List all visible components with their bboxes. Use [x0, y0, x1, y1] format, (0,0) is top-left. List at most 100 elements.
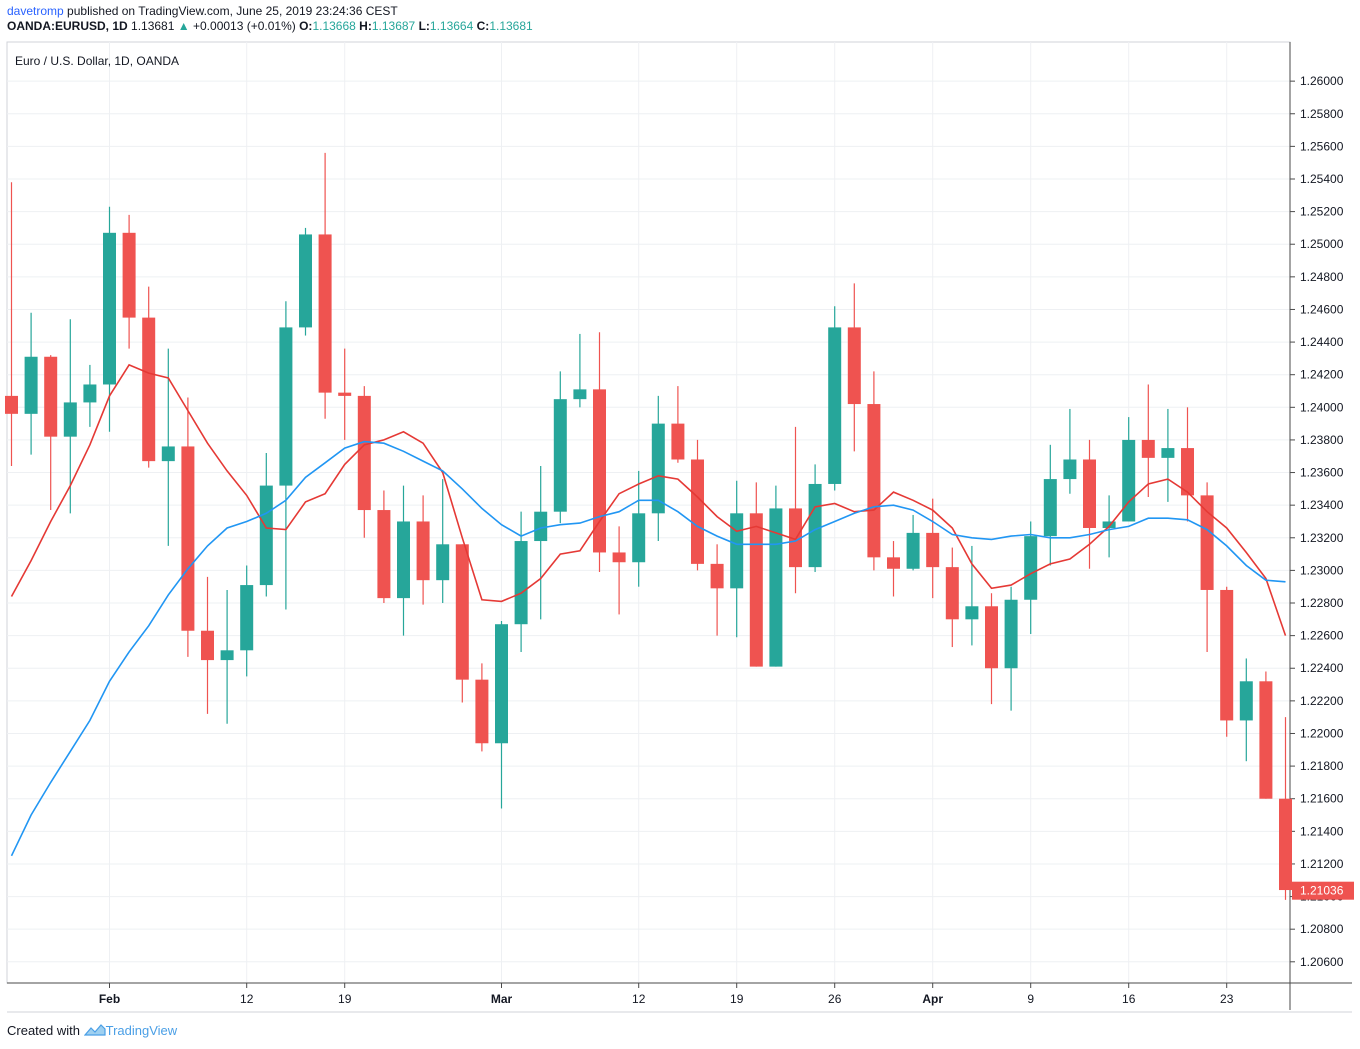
candle-up [63, 319, 77, 514]
symbol-label[interactable]: OANDA:EURUSD, 1D [7, 19, 128, 33]
created-with-text: Created with [7, 1023, 80, 1038]
candle-up [828, 306, 842, 491]
candle-body [377, 510, 391, 599]
candle-up [436, 479, 450, 604]
candle-down [926, 498, 940, 599]
candle-up [514, 511, 528, 652]
candle-down [1181, 407, 1194, 522]
candle-body [1004, 599, 1018, 669]
candle-body [240, 585, 254, 651]
high-value: 1.13687 [371, 19, 416, 33]
candle-up [1024, 521, 1038, 634]
y-tick-label: 1.22200 [1300, 694, 1344, 708]
candle-down [985, 593, 998, 705]
candle-body [181, 446, 195, 631]
y-tick-label: 1.23600 [1300, 466, 1344, 480]
y-tick-label: 1.24800 [1300, 270, 1344, 284]
candle-down [142, 286, 156, 468]
candle-up [730, 480, 744, 638]
candle-up [83, 364, 97, 427]
candle-body [749, 513, 763, 667]
y-tick-label: 1.25400 [1300, 172, 1344, 186]
candle-body [1279, 798, 1292, 891]
candle-down [945, 547, 959, 648]
last-price-tag [1292, 881, 1354, 900]
candle-down [887, 541, 900, 597]
candle-body [534, 511, 548, 542]
candle-up [1122, 417, 1136, 522]
candle-up [161, 348, 175, 546]
candle-body [279, 327, 293, 486]
y-tick-label: 1.24200 [1300, 368, 1344, 382]
x-tick-label: 26 [828, 992, 842, 1006]
candle-up [965, 545, 979, 646]
candle-body [299, 234, 312, 328]
candle-body [1043, 479, 1057, 537]
candle-up [534, 466, 548, 620]
candle-up [808, 464, 822, 573]
y-tick-label: 1.23400 [1300, 498, 1344, 512]
candle-up [1043, 444, 1057, 566]
candle-up [240, 565, 254, 677]
tradingview-brand[interactable]: TradingView [105, 1023, 178, 1038]
candle-body [789, 508, 802, 568]
candle-body [1220, 589, 1234, 721]
candle-up [553, 371, 567, 524]
price-change: +0.00013 (+0.01%) [193, 19, 296, 33]
candle-up [1239, 658, 1253, 762]
candle-body [122, 232, 136, 318]
x-tick-label: 12 [240, 992, 254, 1006]
x-tick-label: Mar [491, 992, 513, 1006]
candle-body [926, 532, 940, 568]
tradingview-logo-icon[interactable] [83, 1023, 106, 1037]
candle-body [220, 650, 234, 661]
candle-up [573, 333, 587, 408]
close-value: 1.13681 [489, 19, 533, 33]
candle-down [867, 371, 881, 571]
author-link[interactable]: davetromp [7, 4, 64, 18]
candle-up [495, 620, 508, 809]
y-tick-label: 1.24400 [1300, 335, 1344, 349]
candle-body [1083, 459, 1096, 528]
candle-down [691, 439, 704, 571]
x-tick-label: Feb [99, 992, 120, 1006]
y-tick-label: 1.22600 [1300, 629, 1344, 643]
candle-body [1239, 681, 1253, 721]
symbol-line: OANDA:EURUSD, 1D 1.13681 ▲ +0.00013 (+0.… [7, 19, 533, 34]
candle-up [299, 227, 312, 336]
candle-body [24, 356, 38, 414]
candle-body [436, 544, 450, 581]
plot-frame [6, 41, 1291, 984]
candle-body [5, 395, 18, 414]
candle-up [769, 485, 783, 667]
candle-down [1083, 439, 1096, 569]
candle-down [357, 386, 371, 538]
candle-body [985, 606, 998, 669]
candle-up [651, 395, 665, 542]
candle-down [201, 576, 214, 714]
candle-body [906, 532, 920, 569]
candle-down [5, 182, 18, 467]
candle-down [338, 348, 352, 440]
candle-down [475, 663, 489, 752]
candle-body [730, 513, 744, 589]
x-tick-label: 9 [1027, 992, 1034, 1006]
x-tick-label: 16 [1122, 992, 1136, 1006]
y-tick-label: 1.24000 [1300, 400, 1344, 414]
y-tick-label: 1.23000 [1300, 563, 1344, 577]
candle-body [1259, 681, 1273, 799]
candle-up [24, 312, 38, 455]
candle-down [318, 152, 332, 419]
candle-body [103, 232, 116, 385]
candle-body [357, 395, 371, 511]
candle-body [1141, 439, 1155, 458]
x-tick-label: 23 [1220, 992, 1234, 1006]
candle-down [377, 490, 391, 604]
y-tick-label: 1.26000 [1300, 74, 1344, 88]
candle-body [1161, 448, 1175, 458]
candle-body [808, 483, 822, 568]
candle-body [455, 544, 469, 680]
y-tick-label: 1.25200 [1300, 205, 1344, 219]
high-label: H: [359, 19, 372, 33]
